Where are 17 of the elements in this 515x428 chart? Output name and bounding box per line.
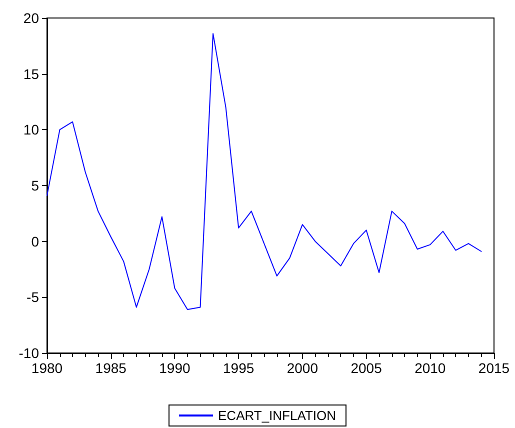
y-tick-label: -5: [26, 289, 40, 306]
x-tick-label: 1980: [31, 360, 63, 376]
y-tick-label: 0: [31, 233, 40, 250]
x-tick-label: 1990: [159, 360, 190, 376]
y-tick-label: -10: [18, 345, 40, 361]
x-tick-label: 1985: [95, 360, 127, 376]
legend-label: ECART_INFLATION: [218, 408, 336, 423]
y-tick-label: 10: [23, 122, 40, 138]
x-tick-label: 1995: [222, 360, 254, 376]
y-tick-label: 5: [31, 178, 40, 194]
x-tick-label: 2015: [478, 360, 510, 376]
x-tick-label: 2010: [414, 360, 446, 376]
y-tick-label: 15: [23, 66, 40, 82]
y-tick-label: 20: [23, 10, 40, 26]
x-tick-label: 2000: [286, 360, 318, 376]
x-tick-label: 2005: [350, 360, 382, 376]
line-series: [46, 33, 482, 310]
